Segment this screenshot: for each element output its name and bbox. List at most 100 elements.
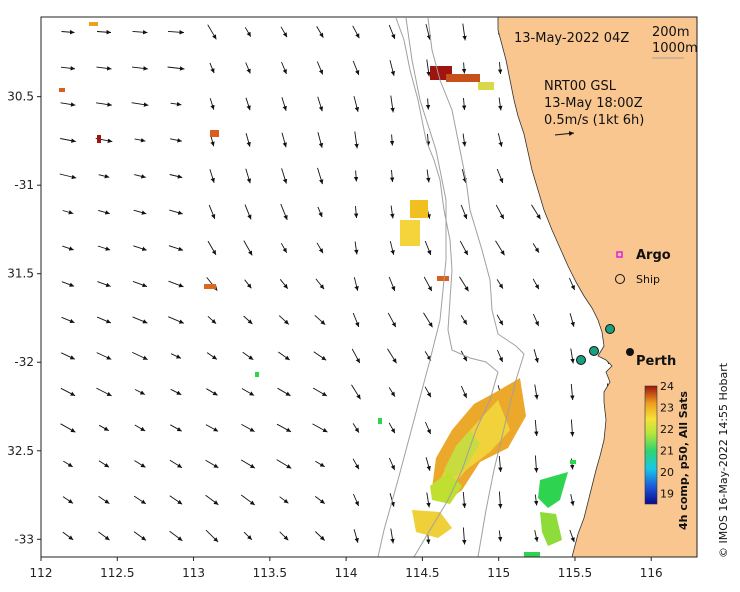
current-arrow xyxy=(534,455,539,473)
y-tick-label: 31.5 xyxy=(7,267,34,281)
current-arrow xyxy=(352,493,360,507)
current-arrow xyxy=(206,388,218,396)
current-arrow xyxy=(315,278,325,290)
x-tick-label: 116 xyxy=(640,566,663,580)
current-arrow xyxy=(460,385,468,399)
current-arrow xyxy=(245,133,251,147)
sst-patch xyxy=(204,284,216,289)
current-arrow xyxy=(245,97,251,111)
current-arrow xyxy=(424,386,432,398)
current-arrow xyxy=(425,457,431,471)
current-arrow xyxy=(207,24,217,40)
colorbar xyxy=(644,385,658,505)
current-arrow xyxy=(426,59,431,77)
current-arrow xyxy=(243,315,253,325)
current-arrow xyxy=(96,316,112,324)
current-scale-label: 0.5m/s (1kt 6h) xyxy=(544,113,644,128)
current-arrow xyxy=(170,424,182,432)
current-arrow xyxy=(209,98,215,110)
current-arrow xyxy=(316,61,324,75)
sst-patch xyxy=(538,472,568,508)
current-arrow xyxy=(98,460,110,468)
current-arrow xyxy=(423,276,433,292)
current-arrow xyxy=(569,529,575,543)
current-arrow xyxy=(134,389,146,395)
current-arrow xyxy=(133,245,147,251)
sst-patch xyxy=(410,200,428,218)
current-arrow xyxy=(462,527,467,545)
colorbar-tick-label: 23 xyxy=(660,401,674,414)
current-arrow xyxy=(317,206,323,218)
current-vectors xyxy=(59,23,613,545)
current-arrow xyxy=(241,424,255,432)
current-arrow xyxy=(134,460,146,468)
current-arrow xyxy=(570,383,575,401)
current-arrow xyxy=(205,529,219,543)
current-arrow xyxy=(532,313,540,327)
sst-patch xyxy=(400,220,420,246)
current-arrow xyxy=(424,240,432,256)
current-arrow xyxy=(60,423,76,433)
current-arrow xyxy=(388,387,396,397)
current-arrow xyxy=(60,387,76,397)
current-arrow xyxy=(205,424,219,432)
argo-marker xyxy=(616,251,623,258)
date-label: 13-May-2022 04Z xyxy=(514,31,629,46)
current-arrow xyxy=(281,97,287,111)
current-arrow xyxy=(132,280,148,288)
current-arrow xyxy=(569,313,575,327)
ship-position xyxy=(605,324,615,334)
current-arrow xyxy=(62,210,74,215)
colorbar-title: 4h comp, p50, All Sats xyxy=(677,391,690,530)
current-arrow xyxy=(169,174,183,179)
current-arrow xyxy=(96,66,112,71)
current-arrow xyxy=(353,170,359,182)
x-tick-label: 113.5 xyxy=(253,566,287,580)
contour-label-200m: 200m xyxy=(652,25,689,40)
current-arrow xyxy=(496,168,504,184)
current-arrow xyxy=(496,279,504,289)
current-arrow xyxy=(134,174,146,179)
current-arrow xyxy=(425,24,432,40)
ship-label: Ship xyxy=(636,273,660,286)
y-tick-label: 32.5 xyxy=(7,444,34,458)
current-scale-arrow xyxy=(554,131,575,137)
x-tick-label: 115 xyxy=(487,566,510,580)
current-arrow xyxy=(168,280,184,288)
current-arrow xyxy=(390,528,395,544)
current-arrow xyxy=(424,421,432,435)
sst-patch xyxy=(59,88,65,92)
x-tick-label: 113 xyxy=(182,566,205,580)
sst-patch xyxy=(210,130,219,137)
y-axis: 30.5 -31 31.5 -32 32.5 -33 xyxy=(7,90,41,546)
current-arrow xyxy=(281,168,288,184)
current-arrow xyxy=(460,315,468,325)
current-arrow xyxy=(96,352,112,360)
current-arrow xyxy=(570,494,575,506)
current-arrow xyxy=(132,316,148,324)
current-arrow xyxy=(423,312,433,328)
colorbar-tick-label: 21 xyxy=(660,444,674,457)
sst-pixels xyxy=(59,22,576,557)
current-arrow xyxy=(278,351,290,361)
current-arrow xyxy=(96,102,112,107)
current-arrow xyxy=(425,133,431,147)
current-arrow xyxy=(461,97,467,111)
y-tick-label: -32 xyxy=(14,355,34,369)
current-arrow xyxy=(533,349,539,363)
current-arrow xyxy=(169,209,183,215)
current-arrow xyxy=(354,241,359,255)
x-tick-label: 114.5 xyxy=(405,566,439,580)
argo-label: Argo xyxy=(636,248,671,263)
current-arrow xyxy=(387,312,397,328)
current-arrow xyxy=(60,138,76,143)
current-arrow xyxy=(207,240,217,256)
current-arrow xyxy=(207,315,217,325)
current-arrow xyxy=(280,242,288,254)
current-arrow xyxy=(97,281,111,287)
current-arrow xyxy=(496,349,504,363)
current-arrow xyxy=(387,348,397,364)
current-arrow xyxy=(241,388,255,396)
x-tick-label: 114 xyxy=(335,566,358,580)
x-tick-label: 112.5 xyxy=(100,566,134,580)
